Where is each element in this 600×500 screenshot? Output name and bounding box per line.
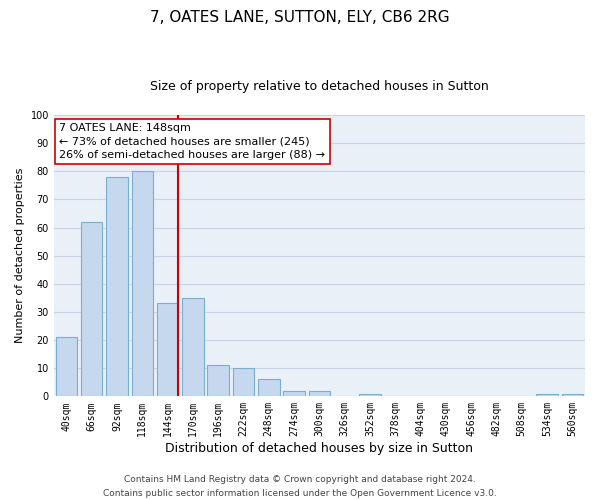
Bar: [157, 304, 178, 396]
Text: 7, OATES LANE, SUTTON, ELY, CB6 2RG: 7, OATES LANE, SUTTON, ELY, CB6 2RG: [150, 10, 450, 25]
Bar: [233, 368, 254, 396]
Bar: [131, 172, 153, 396]
Text: 7 OATES LANE: 148sqm
← 73% of detached houses are smaller (245)
26% of semi-deta: 7 OATES LANE: 148sqm ← 73% of detached h…: [59, 124, 325, 160]
Bar: [536, 394, 558, 396]
Bar: [258, 380, 280, 396]
Bar: [81, 222, 103, 396]
Bar: [359, 394, 381, 396]
Bar: [562, 394, 583, 396]
Bar: [182, 298, 203, 396]
Title: Size of property relative to detached houses in Sutton: Size of property relative to detached ho…: [150, 80, 489, 93]
Y-axis label: Number of detached properties: Number of detached properties: [15, 168, 25, 344]
Bar: [106, 177, 128, 396]
Bar: [283, 390, 305, 396]
Text: Contains HM Land Registry data © Crown copyright and database right 2024.
Contai: Contains HM Land Registry data © Crown c…: [103, 476, 497, 498]
Bar: [56, 338, 77, 396]
Bar: [208, 366, 229, 396]
X-axis label: Distribution of detached houses by size in Sutton: Distribution of detached houses by size …: [166, 442, 473, 455]
Bar: [308, 390, 330, 396]
